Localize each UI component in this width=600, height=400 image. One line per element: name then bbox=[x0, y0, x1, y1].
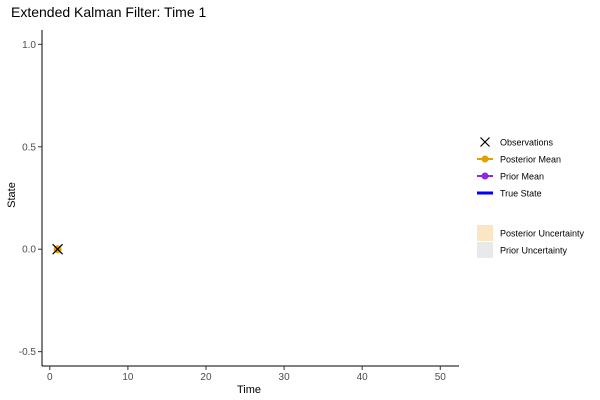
x-tick-label: 0 bbox=[47, 372, 53, 383]
x-tick-label: 10 bbox=[122, 372, 134, 383]
y-axis-label: State bbox=[6, 182, 18, 208]
x-axis-label: Time bbox=[237, 384, 261, 396]
legend-key-fill bbox=[477, 225, 493, 241]
x-tick-label: 20 bbox=[200, 372, 212, 383]
plot-area: 0 10 20 30 40 50 -0.5 0.0 0.5 1.0 bbox=[19, 30, 459, 383]
y-tick-label: 0.5 bbox=[22, 142, 36, 153]
chart-title: Extended Kalman Filter: Time 1 bbox=[11, 4, 207, 20]
legend-key-point bbox=[481, 155, 489, 163]
legend-label: Prior Mean bbox=[500, 172, 544, 182]
y-tick-label: 1.0 bbox=[22, 40, 36, 51]
x-tick-label: 50 bbox=[435, 372, 447, 383]
legend-key-observations bbox=[480, 137, 490, 147]
legend-key-fill bbox=[477, 242, 493, 258]
legend-label: Posterior Uncertainty bbox=[500, 229, 585, 239]
legend-label: Posterior Mean bbox=[500, 155, 561, 165]
legend-label: True State bbox=[500, 189, 542, 199]
y-tick-label: -0.5 bbox=[19, 347, 37, 358]
legend-label: Observations bbox=[500, 138, 554, 148]
legend-key-point bbox=[481, 172, 489, 180]
x-tick-label: 40 bbox=[357, 372, 369, 383]
x-tick-label: 30 bbox=[279, 372, 291, 383]
legend-label: Prior Uncertainty bbox=[500, 246, 568, 256]
legend: Observations Posterior Mean Prior Mean True… bbox=[477, 137, 585, 258]
observation-point bbox=[52, 243, 64, 255]
y-tick-label: 0.0 bbox=[22, 245, 36, 256]
